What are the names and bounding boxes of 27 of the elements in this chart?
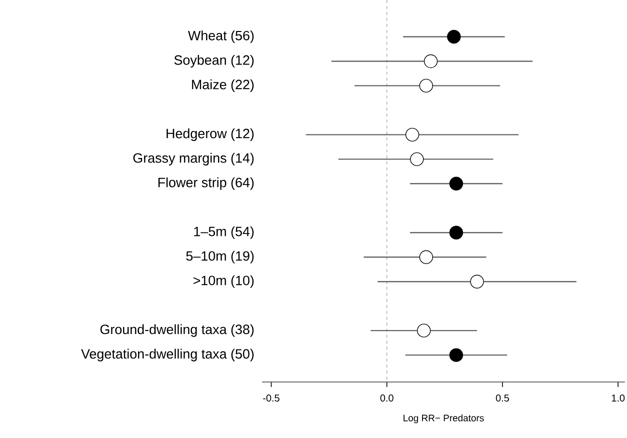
- x-tick-label: 0.0: [380, 394, 394, 402]
- y-tick-label: Hedgerow (12): [166, 128, 254, 141]
- x-axis-title: Log RR− Predators: [404, 414, 484, 424]
- y-tick-label: Grassy margins (14): [133, 152, 254, 166]
- y-tick-label: Ground-dwelling taxa (38): [100, 324, 254, 337]
- y-tick-label: Soybean (12): [174, 54, 254, 68]
- point: [449, 348, 464, 362]
- point: [419, 78, 434, 93]
- point: [449, 176, 464, 191]
- y-tick-label: 5–10m (19): [186, 250, 254, 264]
- y-tick-label: Flower strip (64): [158, 177, 254, 190]
- point: [410, 152, 424, 166]
- y-tick-label: Vegetation-dwelling taxa (50): [81, 348, 254, 362]
- point: [470, 274, 484, 288]
- point: [424, 54, 438, 68]
- y-tick-label: Maize (22): [192, 79, 254, 92]
- point: [419, 250, 434, 264]
- y-tick-label: >10m (10): [193, 275, 254, 288]
- point: [417, 324, 431, 338]
- y-tick-label: Wheat (56): [188, 30, 254, 43]
- x-tick-label: 1.0: [612, 394, 625, 402]
- point: [447, 30, 461, 44]
- y-tick-label: 1–5m (54): [194, 226, 254, 239]
- x-tick-label: -0.5: [263, 394, 280, 402]
- point: [405, 128, 420, 142]
- x-tick-label: 0.5: [496, 394, 509, 402]
- point: [449, 226, 464, 240]
